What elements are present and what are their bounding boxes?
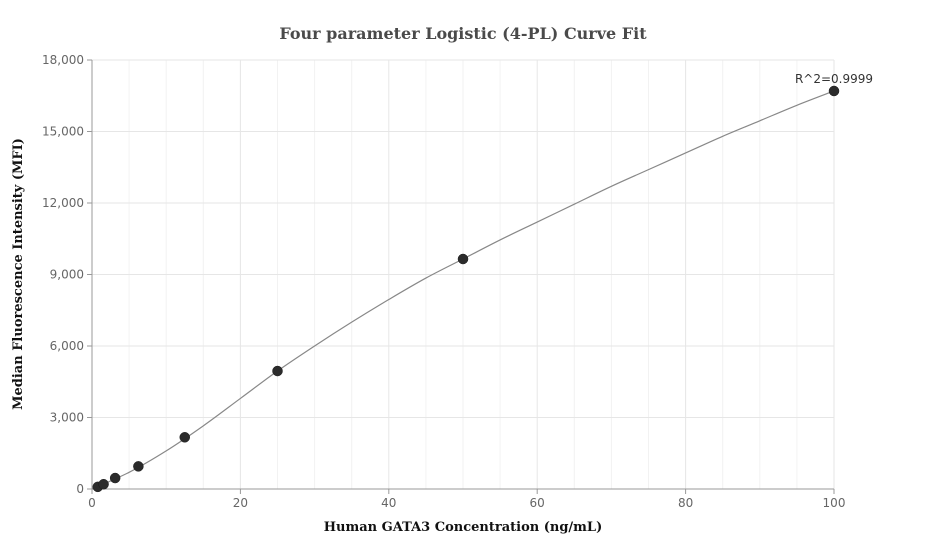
data-point [109, 472, 121, 484]
y-axis-title: Median Fluorescence Intensity (MFI) [11, 138, 26, 410]
x-axis-title: Human GATA3 Concentration (ng/mL) [324, 520, 602, 535]
y-tick-label: 12,000 [42, 196, 84, 210]
data-point [179, 432, 190, 443]
y-tick-label: 15,000 [42, 125, 84, 139]
data-point [98, 478, 109, 490]
data-point [133, 461, 144, 472]
tick-labels: 0 20 40 60 80 100 0 3,000 6,000 9,000 12,000 15,000… [42, 53, 845, 510]
r-squared-annotation: R^2=0.9999 [795, 72, 873, 86]
y-tick-label: 18,000 [42, 53, 84, 67]
y-tick-label: 9,000 [50, 268, 84, 282]
grid [91, 59, 835, 490]
x-tick-label: 80 [678, 496, 693, 510]
x-tick-label: 40 [381, 496, 396, 510]
y-tick-label: 0 [76, 482, 84, 496]
x-tick-label: 100 [823, 496, 846, 510]
data-point [272, 365, 283, 377]
chart-title: Four parameter Logistic (4-PL) Curve Fit [279, 24, 647, 43]
data-point [457, 253, 469, 265]
data-point [828, 85, 840, 97]
x-tick-label: 20 [233, 496, 248, 510]
y-tick-label: 6,000 [50, 339, 84, 353]
x-tick-label: 0 [88, 496, 96, 510]
x-tick-label: 60 [530, 496, 545, 510]
data-points [92, 85, 840, 493]
y-tick-label: 3,000 [50, 411, 84, 425]
